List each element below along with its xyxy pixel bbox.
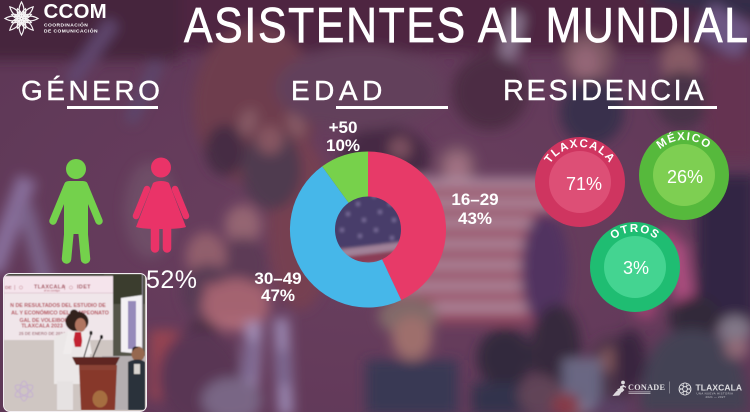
svg-text:⬡: ⬡ <box>19 285 23 290</box>
svg-text:71%: 71% <box>566 174 602 194</box>
svg-text:TLAXCALA 2023: TLAXCALA 2023 <box>21 324 63 330</box>
svg-text:COORDINACIÓN: COORDINACIÓN <box>44 21 88 29</box>
svg-text:CCOM: CCOM <box>44 0 107 23</box>
svg-text:3%: 3% <box>623 258 649 278</box>
svg-text:CONADE: CONADE <box>628 383 666 392</box>
svg-text:TLAXCALA: TLAXCALA <box>696 383 743 393</box>
svg-text:DE: DE <box>5 285 12 291</box>
svg-text:OTROS: OTROS <box>608 223 661 242</box>
svg-text:25 DE ENERO DE 2024: 25 DE ENERO DE 2024 <box>19 331 66 336</box>
svg-text:|: | <box>64 285 66 291</box>
svg-text:2021 — 2027: 2021 — 2027 <box>706 395 726 399</box>
svg-text:AL Y ECONÓMICO DEL CAMPEONATO: AL Y ECONÓMICO DEL CAMPEONATO <box>11 309 109 317</box>
svg-text:26%: 26% <box>667 167 703 187</box>
svg-text:TLAXCALA: TLAXCALA <box>34 285 65 291</box>
svg-text:UNA NUEVA HISTORIA: UNA NUEVA HISTORIA <box>697 392 734 396</box>
svg-text:⬡: ⬡ <box>69 285 73 290</box>
svg-text:él es contigo: él es contigo <box>44 289 60 293</box>
svg-text:|: | <box>14 285 16 291</box>
svg-text:N DE RESULTADOS DEL ESTUDIO DE: N DE RESULTADOS DEL ESTUDIO DE <box>10 303 106 309</box>
svg-text:DE COMUNICACIÓN: DE COMUNICACIÓN <box>44 27 98 35</box>
svg-text:GAL DE VOLEIBOL DE M: GAL DE VOLEIBOL DE M <box>19 318 83 324</box>
svg-text:IDET: IDET <box>77 285 91 291</box>
